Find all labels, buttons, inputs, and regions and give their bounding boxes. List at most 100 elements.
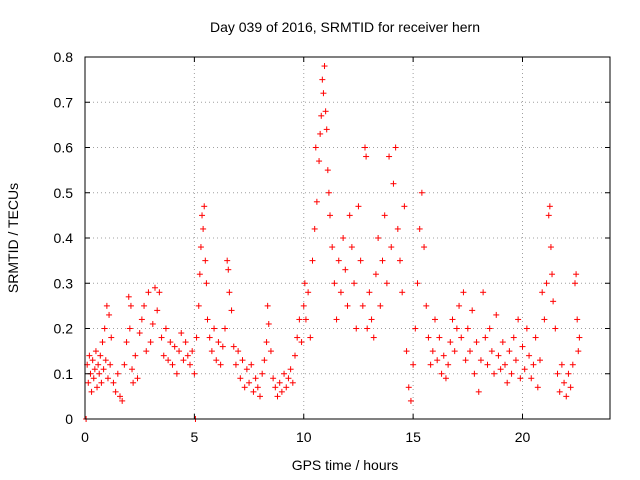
data-point — [95, 361, 102, 368]
x-tick-labels: 0 5 10 15 20 — [81, 429, 530, 445]
data-point — [171, 343, 178, 350]
data-point — [316, 158, 323, 165]
data-point — [196, 271, 203, 278]
data-point — [301, 280, 308, 287]
data-point — [264, 302, 271, 309]
data-point — [160, 352, 167, 359]
data-point — [530, 361, 537, 368]
data-point — [434, 357, 441, 364]
data-point — [307, 334, 314, 341]
data-point — [88, 388, 95, 395]
data-point — [561, 379, 568, 386]
data-point — [149, 320, 156, 327]
data-point — [89, 357, 96, 364]
data-point — [537, 357, 543, 364]
data-point — [263, 339, 270, 346]
data-point — [526, 352, 533, 359]
data-point — [504, 379, 511, 386]
data-point — [154, 307, 161, 314]
data-point — [281, 370, 288, 377]
data-point — [473, 339, 480, 346]
data-point — [462, 357, 469, 364]
data-point — [313, 198, 320, 205]
data-point — [351, 280, 358, 287]
data-point — [512, 357, 519, 364]
data-point — [222, 325, 228, 332]
grid-lines — [85, 57, 610, 419]
data-point — [250, 388, 257, 395]
data-point — [158, 334, 165, 341]
data-point — [182, 339, 189, 346]
data-point — [438, 370, 445, 377]
data-point — [162, 325, 169, 332]
data-point — [237, 375, 244, 382]
chart-title: Day 039 of 2016, SRMTID for receiver her… — [210, 19, 480, 35]
data-point — [261, 357, 268, 364]
data-point — [96, 370, 103, 377]
data-point — [418, 189, 425, 196]
y-tick-label: 0.4 — [54, 230, 74, 246]
data-point — [508, 370, 515, 377]
data-point — [436, 334, 443, 341]
data-point — [383, 280, 390, 287]
data-point — [327, 212, 333, 219]
data-point — [203, 280, 210, 287]
data-point — [94, 384, 101, 391]
data-point — [225, 266, 232, 273]
data-point — [322, 108, 329, 115]
data-point — [274, 393, 281, 400]
data-point — [123, 339, 130, 346]
data-point — [353, 325, 360, 332]
data-point — [364, 325, 371, 332]
y-tick-label: 0.3 — [54, 275, 74, 291]
data-point — [407, 397, 414, 404]
data-point — [206, 334, 213, 341]
data-point — [344, 302, 351, 309]
y-tick-label: 0.8 — [54, 49, 74, 65]
data-point — [278, 388, 285, 395]
data-point — [423, 302, 430, 309]
data-point — [348, 244, 355, 251]
data-point — [121, 361, 128, 368]
data-point — [546, 203, 553, 210]
data-point — [414, 280, 421, 287]
data-point — [92, 348, 99, 355]
data-point — [475, 388, 482, 395]
data-point — [477, 357, 484, 364]
data-point — [320, 90, 327, 97]
data-point — [515, 316, 522, 323]
data-point — [107, 361, 114, 368]
data-point — [482, 334, 489, 341]
data-point — [272, 384, 279, 391]
data-point — [217, 361, 224, 368]
data-point — [390, 180, 397, 187]
data-point — [138, 316, 145, 323]
data-point — [108, 334, 115, 341]
data-point — [528, 375, 535, 382]
data-point — [497, 366, 504, 373]
data-point — [267, 348, 274, 355]
y-tick-label: 0.7 — [54, 94, 74, 110]
data-point — [129, 366, 136, 373]
data-point — [178, 330, 185, 337]
data-point — [285, 375, 292, 382]
data-point — [103, 302, 110, 309]
data-point — [248, 361, 255, 368]
data-point — [99, 339, 106, 346]
data-point — [569, 361, 576, 368]
data-point — [208, 348, 215, 355]
data-point — [491, 370, 498, 377]
data-point — [523, 325, 530, 332]
data-point — [556, 388, 563, 395]
data-point — [574, 316, 581, 323]
data-point — [366, 289, 373, 296]
data-point — [484, 361, 491, 368]
data-point — [547, 244, 554, 251]
data-point — [517, 375, 524, 382]
data-point — [239, 357, 246, 364]
data-point — [241, 384, 248, 391]
data-point — [167, 339, 174, 346]
data-point — [401, 203, 408, 210]
data-point — [292, 352, 298, 359]
